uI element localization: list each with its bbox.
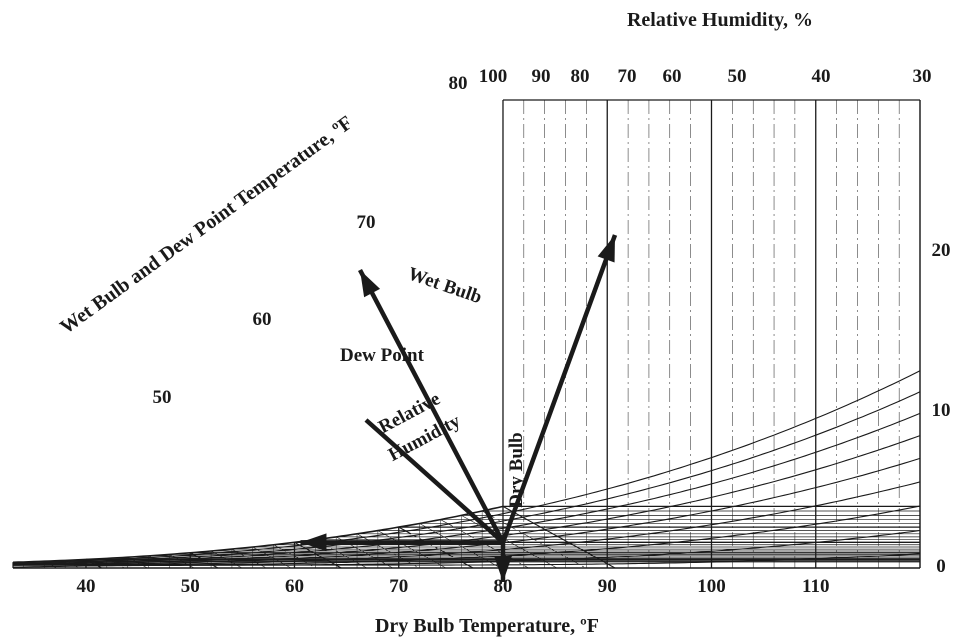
- x-tick-label: 100: [697, 576, 726, 597]
- wet-bulb-line: [294, 541, 342, 569]
- wet-bulb-line: [398, 526, 474, 569]
- saturation-tick-label: 80: [449, 73, 468, 94]
- rh-top-tick-label: 70: [618, 66, 637, 87]
- wet-bulb-label: Wet Bulb: [405, 263, 484, 308]
- relative-humidity-title: Relative Humidity, %: [627, 9, 813, 31]
- relative-humidity-tail: [364, 418, 505, 544]
- wet-bulb-line: [419, 523, 501, 569]
- rh-right-tick-label: 0: [936, 556, 946, 577]
- relative-humidity-curve-80: [12, 391, 921, 565]
- rh-top-tick-label: 100: [479, 66, 508, 87]
- relative-humidity-curve-40: [13, 481, 921, 566]
- state-point-arrows: [300, 234, 618, 582]
- rh-top-tick-label: 60: [663, 66, 682, 87]
- saturation-tick-label: 50: [153, 387, 172, 408]
- dry-bulb-arrow-head: [493, 556, 512, 582]
- dry-bulb-label: Dry Bulb: [506, 432, 527, 508]
- saturation-tick-label: 60: [253, 309, 272, 330]
- dew-point-arrow-head: [300, 533, 327, 552]
- dew-point-label: Dew Point: [340, 345, 425, 366]
- x-tick-label: 60: [285, 576, 304, 597]
- wet-bulb-arrow-head: [360, 270, 381, 298]
- wet-bulb-line: [273, 544, 317, 569]
- relative-humidity-arrow: [500, 234, 618, 544]
- relative-humidity-curve-90: [12, 370, 921, 564]
- wet-bulb-dew-point-title: Wet Bulb and Dew Point Temperature, ºF: [56, 112, 357, 339]
- saturation-tick-label: 70: [357, 212, 376, 233]
- rh-top-tick-label: 90: [532, 66, 551, 87]
- x-tick-label: 40: [76, 576, 95, 597]
- wet-bulb-line: [356, 533, 420, 569]
- wet-bulb-arrow: [358, 268, 505, 544]
- saturation-curve: [12, 505, 504, 564]
- x-tick-label: 50: [181, 576, 200, 597]
- rh-top-tick-label: 40: [812, 66, 831, 87]
- rh-right-tick-label: 10: [932, 400, 951, 421]
- rh-top-tick-label: 50: [728, 66, 747, 87]
- x-tick-label: 110: [802, 576, 829, 597]
- relative-humidity-curve-10: [12, 553, 921, 568]
- x-tick-label: 70: [389, 576, 408, 597]
- chart-grid: [12, 99, 921, 569]
- rh-top-tick-label: 80: [571, 66, 590, 87]
- rh-top-tick-label: 30: [913, 66, 932, 87]
- dry-bulb-title: Dry Bulb Temperature, ºF: [375, 615, 599, 637]
- relative-humidity-curve-70: [12, 412, 921, 565]
- rh-right-tick-label: 20: [932, 240, 951, 261]
- relative-humidity-curve-50: [13, 457, 921, 566]
- x-tick-label: 90: [598, 576, 617, 597]
- relative-humidity-arrow-head: [597, 235, 615, 263]
- x-tick-label: 80: [493, 576, 512, 597]
- wet-bulb-line: [377, 530, 447, 569]
